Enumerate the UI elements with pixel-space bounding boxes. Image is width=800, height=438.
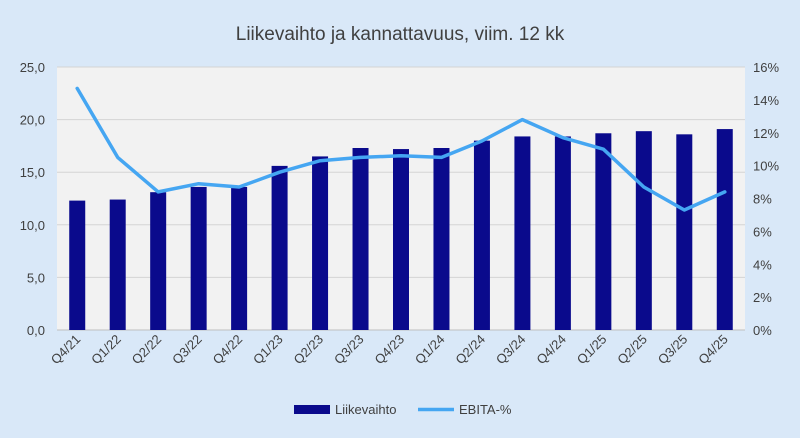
x-axis-tick-label: Q4/22 [210,332,246,368]
right-axis-ticks: 0% 2% 4% 6% 8% 10% 12% 14% 16% [753,60,779,338]
legend-label-ebita: EBITA-% [459,402,512,417]
left-axis-ticks: 0,0 5,0 10,0 15,0 20,0 25,0 [20,60,45,338]
x-axis-tick-label: Q4/23 [371,332,407,368]
x-axis-tick-label: Q2/25 [614,332,650,368]
left-axis-tick-label: 25,0 [20,60,45,75]
bar-series-liikevaihto [69,129,733,330]
x-axis-tick-label: Q1/24 [412,332,448,368]
bar [514,136,531,330]
x-axis-tick-label: Q1/25 [574,332,610,368]
right-axis-tick-label: 8% [753,192,772,207]
left-axis-tick-label: 10,0 [20,218,45,233]
right-axis-tick-label: 14% [753,93,779,108]
legend-label-liikevaihto: Liikevaihto [335,402,396,417]
bar [69,200,86,330]
bar [433,148,450,330]
x-axis-tick-label: Q4/21 [48,332,84,368]
bar [676,134,693,330]
bar [231,186,248,330]
bar [393,149,409,330]
bar [271,165,288,330]
x-axis-tick-label: Q4/25 [695,332,731,368]
bar [190,186,207,330]
x-axis-tick-label: Q1/23 [250,332,286,368]
bar [312,156,329,330]
chart-title: Liikevaihto ja kannattavuus, viim. 12 kk [236,24,565,45]
legend: Liikevaihto EBITA-% [294,402,512,417]
bar [109,199,126,330]
bar [473,140,490,330]
right-axis-tick-label: 10% [753,159,779,174]
right-axis-tick-label: 12% [753,126,779,141]
x-axis-tick-label: Q3/22 [169,332,205,368]
x-axis-tick-label: Q2/23 [291,332,327,368]
bar [150,192,167,330]
x-axis-ticks: Q4/21 Q1/22 Q2/22 Q3/22 Q4/22 Q1/23 Q2/23 Q3/23… [48,332,731,368]
legend-swatch-liikevaihto [294,405,330,414]
x-axis-tick-label: Q3/24 [493,332,529,368]
x-axis-tick-label: Q4/24 [533,332,569,368]
right-axis-tick-label: 4% [753,257,772,272]
line-series-ebita [75,86,727,212]
left-axis-tick-label: 5,0 [27,270,45,285]
x-axis-tick-label: Q2/22 [129,332,165,368]
x-axis-tick-label: Q2/24 [452,332,488,368]
bar [716,129,733,330]
bar [595,133,612,330]
left-axis-tick-label: 15,0 [20,165,45,180]
x-axis-tick-label: Q3/23 [331,332,367,368]
left-axis-tick-label: 0,0 [27,323,45,338]
bar [554,136,571,330]
left-axis-tick-label: 20,0 [20,113,45,128]
x-axis-tick-label: Q3/25 [655,332,691,368]
right-axis-tick-label: 16% [753,60,779,75]
bar [635,131,652,330]
right-axis-tick-label: 2% [753,290,772,305]
right-axis-tick-label: 6% [753,224,772,239]
right-axis-tick-label: 0% [753,323,772,338]
x-axis-tick-label: Q1/22 [88,332,124,368]
bar [352,148,369,330]
